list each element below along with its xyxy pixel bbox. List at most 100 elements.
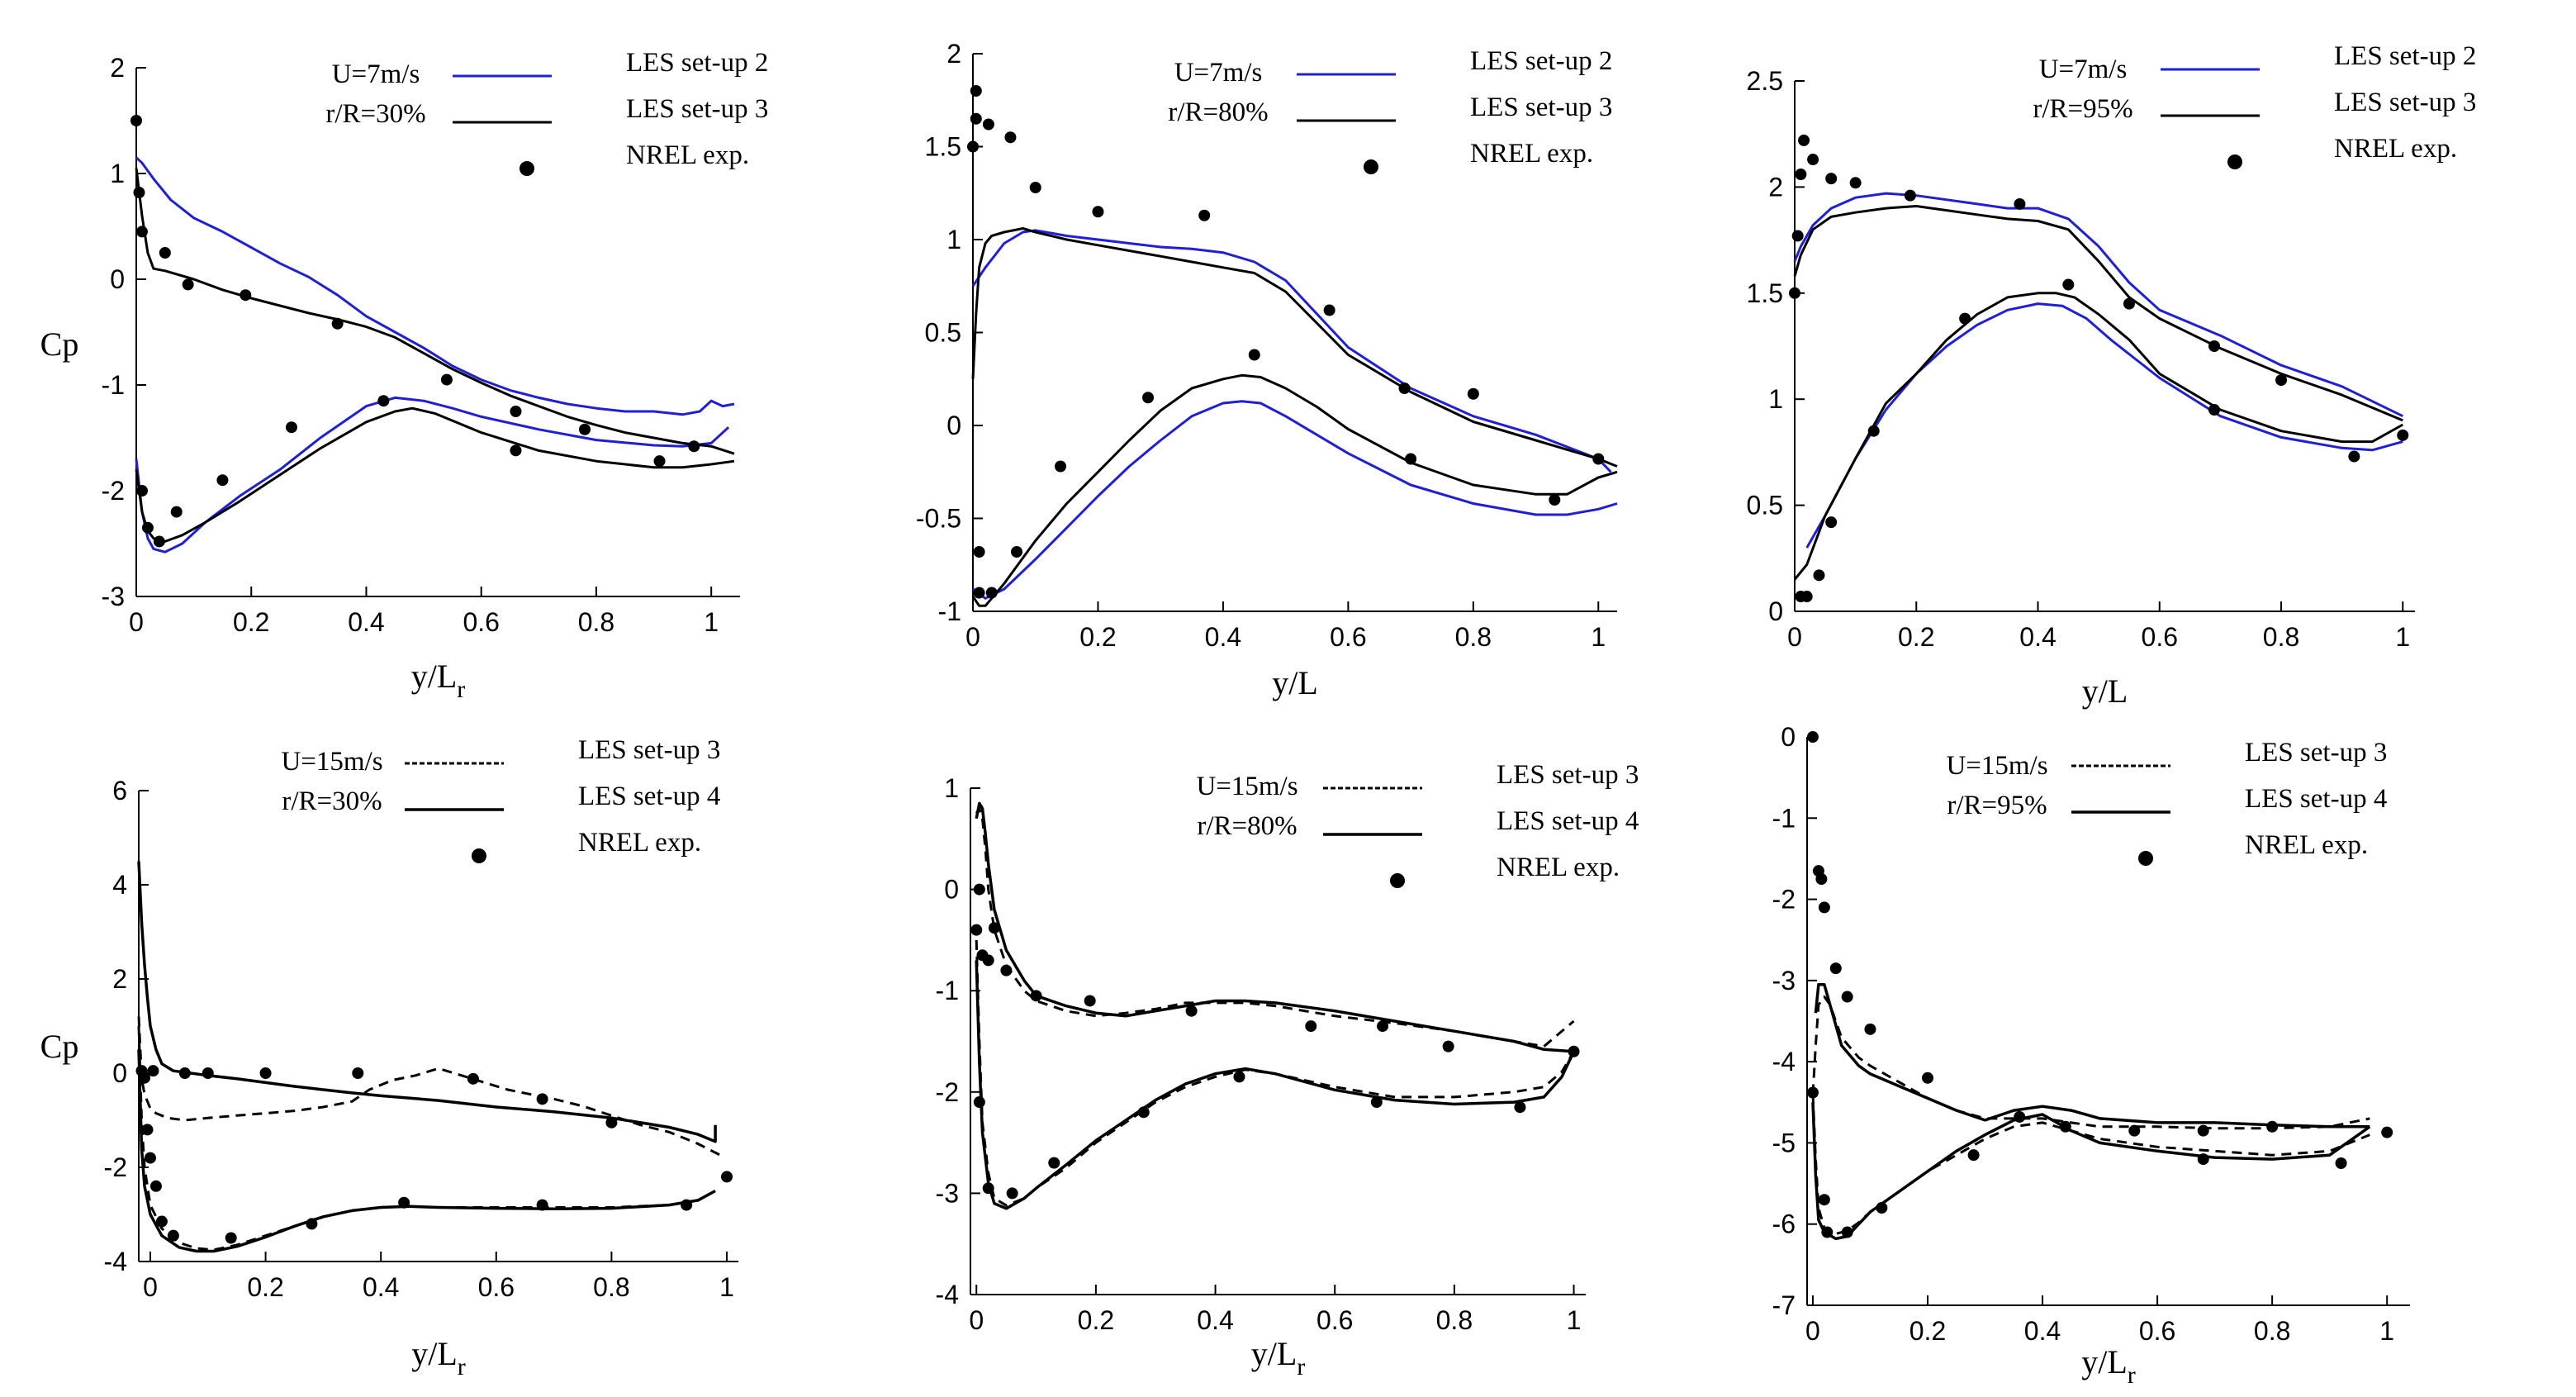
y-tick-label: -6	[1772, 1209, 1796, 1239]
data-point	[1825, 173, 1838, 185]
data-point	[1795, 168, 1807, 180]
legend-item: LES set-up 2	[453, 48, 768, 78]
data-point	[1305, 1020, 1317, 1033]
legend-label: LES set-up 2	[1470, 46, 1612, 76]
y-tick-label: 0	[1768, 596, 1783, 626]
data-point	[973, 1096, 985, 1109]
legend-item: LES set-up 4	[2071, 784, 2387, 814]
legend-item: LES set-up 2	[1297, 46, 1612, 76]
y-tick-label: -3	[1772, 966, 1796, 995]
y-tick-label: -4	[936, 1280, 959, 1309]
x-tick-label: 0.2	[247, 1272, 283, 1302]
x-tick-label: 0.4	[348, 607, 384, 637]
data-point	[377, 395, 390, 407]
y-tick-label: -1	[1772, 803, 1796, 833]
data-point	[970, 924, 983, 936]
data-point	[1829, 962, 1842, 975]
legend-item: NREL exp.	[2138, 830, 2368, 866]
data-point	[973, 546, 985, 558]
x-axis-label-subscript: r	[458, 1353, 466, 1380]
data-point	[970, 85, 982, 97]
x-tick-label: 0.4	[2024, 1316, 2061, 1346]
y-tick-label: 6	[112, 776, 127, 805]
subplot-4: 0 0.2 0.4 0.6 0.8 1 -4 -2 0 2 4 6 y/Lr Cp U=15m/s r/R=3…	[40, 735, 738, 1380]
y-tick-label: 0	[946, 411, 961, 440]
legend-marker	[1364, 159, 1378, 174]
data-point	[1806, 731, 1819, 743]
y-tick-label: -3	[936, 1178, 959, 1208]
x-axis-label-subscript: r	[2128, 1361, 2136, 1389]
legend-marker	[1390, 873, 1405, 888]
data-point	[285, 421, 297, 434]
data-point	[1922, 1072, 1933, 1084]
data-point	[167, 1229, 179, 1242]
x-tick-label: 0.6	[463, 607, 499, 637]
data-point	[130, 115, 142, 126]
data-point	[2397, 429, 2409, 441]
y-tick-label: 2.5	[1747, 66, 1783, 96]
data-point	[440, 373, 453, 386]
legend-marker	[2138, 851, 2153, 866]
legend-item: LES set-up 3	[405, 735, 720, 765]
data-point	[202, 1067, 214, 1079]
data-point	[1818, 1194, 1830, 1206]
y-tick-label: 4	[112, 870, 127, 900]
data-point	[1818, 901, 1830, 914]
data-point	[579, 423, 591, 435]
data-point	[170, 506, 183, 518]
y-tick-label: 1	[946, 225, 961, 254]
y-tick-label: -2	[104, 1152, 127, 1182]
x-tick-label: 0.8	[1436, 1305, 1473, 1335]
x-tick-label: 0.8	[578, 607, 614, 637]
data-point	[1142, 392, 1155, 404]
x-tick-label: 0	[129, 607, 144, 637]
data-point	[135, 485, 148, 497]
data-point	[1789, 287, 1800, 299]
legend-item: LES set-up 3	[1297, 93, 1612, 122]
data-point	[159, 247, 171, 259]
x-tick-label: 0	[143, 1272, 158, 1302]
legend-marker	[2227, 154, 2242, 169]
series-line	[135, 406, 735, 543]
series-line	[975, 960, 1576, 1210]
y-tick-label: 1	[944, 773, 959, 803]
annotation-velocity: U=7m/s	[332, 59, 420, 89]
data-point	[1137, 1106, 1150, 1119]
data-point	[1904, 189, 1916, 202]
data-point	[153, 535, 165, 548]
data-point	[1011, 546, 1023, 558]
legend-item: LES set-up 3	[1323, 760, 1639, 790]
x-tick-label: 0	[1787, 622, 1802, 652]
data-point	[973, 587, 985, 599]
y-tick-label: 2	[946, 39, 961, 69]
data-point	[225, 1232, 237, 1244]
annotation-velocity: U=15m/s	[1196, 772, 1297, 801]
data-point	[2275, 374, 2288, 387]
x-tick-label: 0.6	[1316, 1305, 1353, 1335]
data-point	[1467, 387, 1479, 400]
data-point	[1867, 425, 1880, 437]
series-line	[975, 807, 1575, 1048]
data-point	[510, 444, 522, 457]
data-point	[133, 187, 145, 199]
y-tick-label: -4	[104, 1247, 127, 1276]
data-point	[1549, 494, 1561, 506]
series-line	[1811, 995, 2370, 1130]
data-point	[1841, 991, 1853, 1003]
x-tick-label: 0.8	[2254, 1316, 2290, 1346]
legend-item: LES set-up 4	[1323, 806, 1639, 836]
annotation-velocity: U=7m/s	[1174, 58, 1263, 88]
data-point	[1806, 1086, 1819, 1099]
series-line	[1793, 192, 2403, 418]
annotation-velocity: U=7m/s	[2039, 55, 2128, 84]
x-axis-label-subscript: r	[457, 676, 465, 703]
x-tick-label: 0.4	[1197, 1305, 1233, 1335]
data-point	[2197, 1153, 2209, 1166]
data-point	[2014, 1110, 2026, 1123]
legend-label: LES set-up 3	[1470, 93, 1612, 122]
series-line	[1814, 983, 2370, 1129]
legend-label: LES set-up 4	[1497, 806, 1639, 836]
data-point	[1030, 990, 1042, 1002]
data-point	[259, 1067, 272, 1079]
